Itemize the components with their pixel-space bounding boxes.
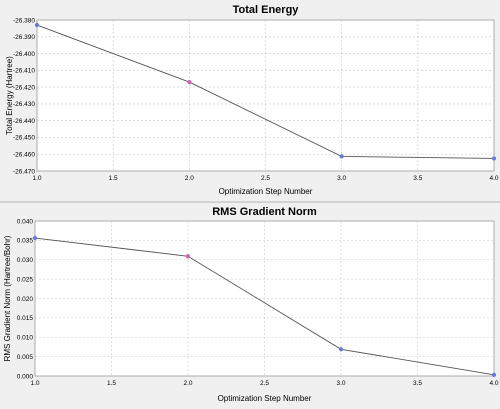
chart-1-y-tick-label: -26.400 [13, 51, 35, 58]
chart-2-series-line [34, 237, 495, 376]
chart-2-y-tick-label: 0.030 [17, 257, 34, 264]
chart-2-data-point[interactable] [491, 372, 497, 377]
chart-2-y-tick-label: 0.020 [17, 296, 34, 303]
chart-2-y-tick-label: 0.025 [17, 276, 34, 283]
chart-2-data-point[interactable] [32, 235, 38, 241]
chart-1-x-tick-label: 3.0 [337, 175, 346, 182]
chart-2-y-tick-label: 0.015 [17, 315, 34, 322]
chart-1-series-line [36, 24, 495, 159]
chart-1-x-tick-label: 2.5 [261, 175, 270, 182]
chart-1-x-tick-label: 3.5 [413, 175, 422, 182]
chart-1-y-tick-label: -26.470 [13, 168, 35, 175]
chart-1-y-tick-label: -26.430 [13, 101, 35, 108]
chart-1-x-tick-label: 1.0 [32, 175, 41, 182]
chart-2-x-tick-label: 1.5 [107, 380, 116, 387]
chart-1-data-point[interactable] [491, 156, 497, 161]
chart-1-y-tick-label: -26.390 [13, 34, 35, 41]
chart-2-x-tick-label: 3.5 [413, 380, 422, 387]
chart-1-x-tick-label: 1.5 [109, 175, 118, 182]
chart-2-title: RMS Gradient Norm [212, 206, 317, 218]
chart-2-y-tick-label: 0.035 [17, 238, 34, 245]
chart-2-y-tick-label: 0.005 [17, 354, 34, 361]
chart-1-y-tick-label: -26.460 [13, 152, 35, 159]
chart-2-x-axis-label: Optimization Step Number [218, 394, 312, 403]
chart-1-y-tick-label: -26.450 [13, 135, 35, 142]
chart-2-data-point[interactable] [185, 254, 191, 259]
chart-1-x-tick-label: 2.0 [185, 175, 194, 182]
chart-1-y-axis-label: Total Energy (Hartree) [5, 56, 14, 135]
chart-1-x-tick-label: 4.0 [489, 175, 498, 182]
chart-2-y-tick-label: 0.010 [17, 335, 34, 342]
chart-1-y-tick-label: -26.410 [13, 68, 35, 75]
chart-1-y-tick-label: -26.420 [13, 84, 35, 91]
chart-2-x-tick-label: 2.5 [260, 380, 269, 387]
chart-2-x-tick-label: 4.0 [489, 380, 498, 387]
chart-1-data-point[interactable] [187, 79, 192, 85]
chart-1-y-tick-label: -26.380 [13, 17, 35, 24]
chart-2-y-tick-label: 0.000 [17, 373, 34, 380]
chart-1-x-axis-label: Optimization Step Number [219, 187, 313, 196]
chart-1-y-tick-label: -26.440 [13, 118, 35, 125]
chart-1-data-point[interactable] [34, 22, 40, 28]
chart-1-data-point[interactable] [339, 154, 344, 159]
chart-2-y-axis-label: RMS Gradient Norm (Hartree/Bohr) [3, 235, 12, 361]
chart-2-y-tick-label: 0.040 [17, 218, 34, 225]
chart-2-data-point[interactable] [338, 347, 344, 352]
chart-1-title: Total Energy [233, 4, 300, 16]
chart-2-x-tick-label: 3.0 [336, 380, 345, 387]
chart-2-x-tick-label: 1.0 [30, 380, 39, 387]
chart-2-x-tick-label: 2.0 [183, 380, 192, 387]
